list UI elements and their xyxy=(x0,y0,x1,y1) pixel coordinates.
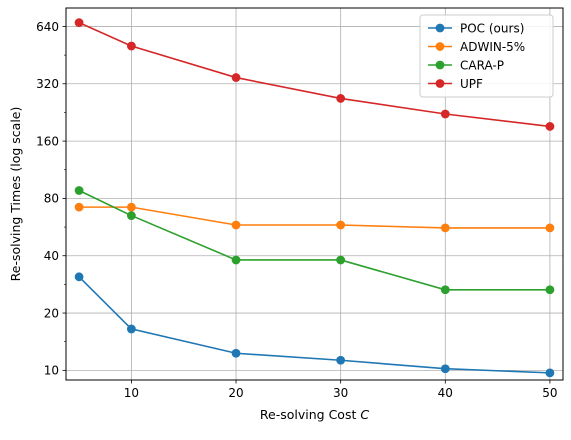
grid xyxy=(66,8,563,380)
ticks: 10 20 30 40 50 10 20 40 80 160 320 640 xyxy=(36,20,557,400)
legend-label-cara-p: CARA-P xyxy=(460,58,504,72)
x-tick-label: 30 xyxy=(333,386,348,400)
data-point-poc-ours xyxy=(336,355,346,365)
series-layer xyxy=(74,18,555,378)
plot-frame xyxy=(65,7,564,381)
series-line-cara-p xyxy=(78,189,550,291)
data-point-adwin-5 xyxy=(440,223,450,233)
data-point-cara-p xyxy=(231,255,241,265)
data-point-upf xyxy=(126,41,136,51)
legend-marker-adwin-5 xyxy=(435,42,445,51)
y-tick-label: 40 xyxy=(44,249,59,263)
data-point-upf xyxy=(336,94,346,103)
series-line-upf xyxy=(78,21,551,128)
data-point-poc-ours xyxy=(74,272,84,282)
legend-marker-poc-ours xyxy=(435,23,445,33)
data-point-adwin-5 xyxy=(231,220,241,230)
y-axis-label: Re-solving Times (log scale) xyxy=(8,107,23,282)
data-point-upf xyxy=(231,73,241,82)
x-tick-label: 10 xyxy=(124,386,139,400)
legend-box xyxy=(419,14,554,98)
data-point-upf xyxy=(74,18,84,28)
data-point-cara-p xyxy=(336,255,346,265)
y-tick-label: 80 xyxy=(44,192,59,206)
data-point-poc-ours xyxy=(126,324,136,334)
x-tick-label: 50 xyxy=(542,386,557,400)
data-point-cara-p xyxy=(440,285,450,295)
data-point-adwin-5 xyxy=(545,223,555,233)
data-point-adwin-5 xyxy=(336,220,346,230)
y-tick-label: 640 xyxy=(36,20,59,34)
legend-marker-cara-p xyxy=(435,60,445,70)
data-point-cara-p xyxy=(126,211,136,220)
legend-label-upf: UPF xyxy=(460,77,483,91)
legend-label-poc-ours: POC (ours) xyxy=(460,21,524,35)
y-tick-label: 320 xyxy=(36,77,59,91)
data-point-cara-p xyxy=(545,285,555,295)
x-axis-label-variable: C xyxy=(360,407,369,422)
data-point-poc-ours xyxy=(545,368,555,378)
legend-marker-upf xyxy=(435,79,445,88)
data-point-upf xyxy=(440,109,450,119)
data-point-cara-p xyxy=(74,186,84,195)
series-line-poc-ours xyxy=(78,276,550,374)
data-point-adwin-5 xyxy=(126,202,136,212)
y-tick-label: 20 xyxy=(44,306,59,320)
x-tick-label: 40 xyxy=(438,386,453,400)
series-line-adwin-5 xyxy=(79,206,550,229)
x-axis-label: Re-solving Cost C xyxy=(260,407,369,422)
data-point-adwin-5 xyxy=(74,202,84,212)
x-tick-label: 20 xyxy=(228,386,243,400)
y-tick-label: 10 xyxy=(44,364,59,378)
x-axis-label-text: Re-solving Cost xyxy=(260,407,357,422)
data-point-poc-ours xyxy=(231,348,241,358)
legend: POC (ours) ADWIN-5% CARA-P UPF xyxy=(419,14,554,98)
data-point-poc-ours xyxy=(440,364,450,374)
data-point-upf xyxy=(545,122,555,131)
y-tick-label: 160 xyxy=(36,134,59,148)
legend-label-adwin-5: ADWIN-5% xyxy=(460,40,525,54)
